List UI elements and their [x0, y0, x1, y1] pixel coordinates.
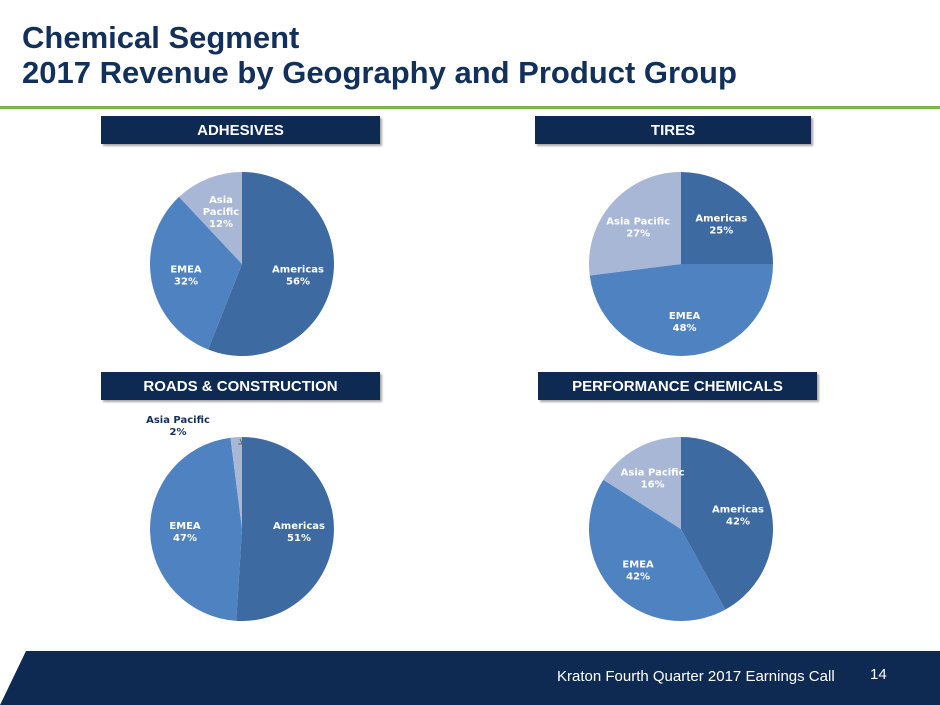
accent-rule	[0, 106, 940, 109]
tires-slice-emea	[589, 264, 773, 356]
roads-construction-slice-americas	[236, 437, 334, 621]
footer-background	[0, 651, 940, 705]
tires-label-americas: Americas 25%	[695, 214, 747, 237]
page-number: 14	[870, 666, 887, 683]
footer-bar	[0, 651, 940, 705]
performance-chemicals-slice-emea	[588, 479, 726, 622]
roads-construction-leader-line	[238, 438, 243, 445]
performance-chemicals-label-asia-pacific: Asia Pacific 16%	[621, 467, 685, 490]
adhesives-slice-emea	[149, 196, 242, 350]
tires-pie-chart: Americas 25% EMEA 48% Asia Pacific 27%	[589, 172, 773, 356]
roads-construction-header: ROADS & CONSTRUCTION	[101, 372, 380, 400]
performance-chemicals-pie-chart: Americas 42% EMEA 42% Asia Pacific 16%	[588, 437, 773, 622]
performance-chemicals-label-emea: EMEA 42%	[622, 559, 654, 582]
performance-chemicals-slice-asia-pacific	[603, 437, 681, 529]
adhesives-label-emea: EMEA 32%	[170, 265, 202, 288]
adhesives-pie-chart: Americas 56% EMEA 32% Asia Pacific 12%	[149, 172, 334, 356]
tires-label-asia-pacific: Asia Pacific 27%	[606, 216, 670, 239]
footer-text: Kraton Fourth Quarter 2017 Earnings Call	[557, 668, 835, 685]
adhesives-label-americas: Americas 56%	[272, 265, 324, 288]
tires-slice-americas	[681, 172, 773, 264]
adhesives-slice-asia-pacific	[179, 172, 242, 264]
slide-title-line-2: 2017 Revenue by Geography and Product Gr…	[22, 55, 737, 90]
adhesives-slice-americas	[208, 172, 334, 356]
slide-title-line-1: Chemical Segment	[22, 20, 300, 55]
roads-construction-slice-asia-pacific	[230, 437, 242, 529]
performance-chemicals-slice-americas	[681, 437, 773, 610]
tires-slice-asia-pacific	[589, 172, 681, 276]
performance-chemicals-label-americas: Americas 42%	[712, 504, 764, 527]
roads-construction-label-emea: EMEA 47%	[169, 521, 201, 544]
tires-label-emea: EMEA 48%	[669, 311, 701, 334]
adhesives-header: ADHESIVES	[101, 116, 380, 144]
roads-construction-label-asia-pacific: Asia Pacific 2%	[146, 415, 210, 438]
tires-header: TIRES	[535, 116, 811, 144]
performance-chemicals-header: PERFORMANCE CHEMICALS	[538, 372, 817, 400]
adhesives-label-asia-pacific: Asia Pacific 12%	[203, 195, 240, 230]
roads-construction-label-americas: Americas 51%	[273, 521, 325, 544]
roads-construction-slice-emea	[150, 437, 242, 621]
roads-construction-pie-chart: Americas 51% EMEA 47% Asia Pacific 2%	[146, 415, 334, 621]
slide-title: Chemical Segment 2017 Revenue by Geograp…	[22, 20, 737, 90]
